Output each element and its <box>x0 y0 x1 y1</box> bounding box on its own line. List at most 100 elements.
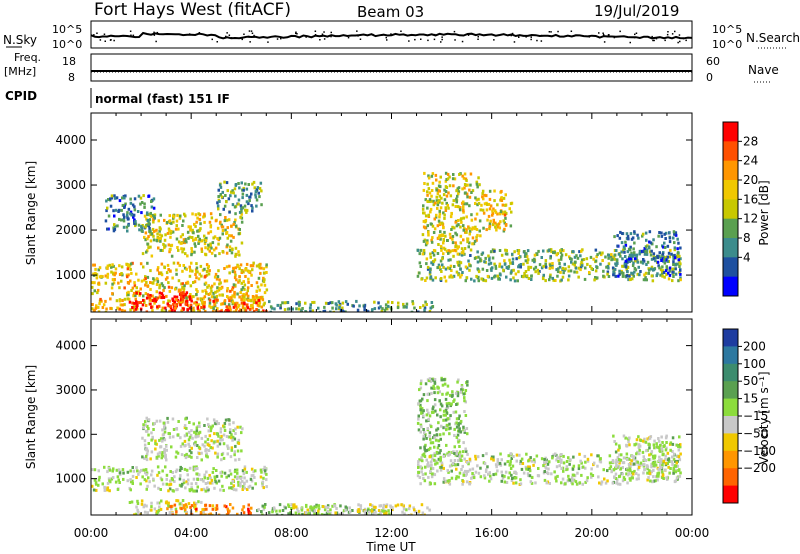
data-cell <box>460 247 464 251</box>
data-cell <box>615 481 618 485</box>
data-cell <box>322 310 326 312</box>
data-cell <box>253 298 257 302</box>
data-cell <box>183 266 187 270</box>
nsky-dot <box>372 33 374 36</box>
data-cell <box>449 426 452 430</box>
data-cell <box>474 454 477 458</box>
nsky-tick-high: 10^5 <box>52 23 82 36</box>
data-cell <box>214 440 218 444</box>
data-cell <box>135 505 138 509</box>
data-cell <box>175 237 179 241</box>
data-cell <box>243 295 246 299</box>
data-cell <box>554 452 557 456</box>
data-cell <box>183 284 186 288</box>
data-cell <box>568 255 571 259</box>
data-cell <box>679 452 682 456</box>
data-cell <box>571 467 575 471</box>
data-cell <box>443 188 446 192</box>
data-cell <box>223 425 226 429</box>
data-cell <box>125 213 129 217</box>
nsky-dot <box>330 35 332 38</box>
data-cell <box>632 455 635 459</box>
data-cell <box>437 421 440 425</box>
data-cell <box>443 216 446 220</box>
data-cell <box>502 212 505 216</box>
data-cell <box>609 465 613 469</box>
data-cell <box>526 249 530 253</box>
nsky-dot <box>243 33 245 35</box>
data-cell <box>514 481 518 485</box>
data-cell <box>125 273 129 277</box>
data-cell <box>246 289 249 293</box>
data-cell <box>651 461 655 465</box>
data-cell <box>619 254 622 258</box>
data-cell <box>98 266 102 270</box>
data-cell <box>464 279 467 283</box>
data-cell <box>429 446 432 450</box>
data-cell <box>429 252 432 256</box>
data-cell <box>191 236 194 239</box>
data-cell <box>425 303 428 306</box>
data-cell <box>425 436 428 440</box>
data-cell <box>610 253 613 257</box>
data-cell <box>422 414 425 418</box>
nsky-dot <box>359 38 362 40</box>
nsearch-label: N.Search <box>746 31 800 45</box>
data-cell <box>335 511 339 515</box>
nsky-dot <box>674 30 676 33</box>
data-cell <box>642 278 646 282</box>
data-cell <box>176 433 180 437</box>
data-cell <box>608 461 612 465</box>
data-cell <box>530 475 534 479</box>
data-cell <box>241 192 245 196</box>
data-cell <box>245 268 248 272</box>
data-cell <box>600 253 603 257</box>
data-cell <box>629 257 633 261</box>
data-cell <box>620 241 624 245</box>
data-cell <box>152 197 156 201</box>
data-cell <box>165 271 169 275</box>
data-cell <box>671 436 675 440</box>
nsky-dot <box>598 32 600 34</box>
data-cell <box>638 273 641 277</box>
data-cell <box>430 238 433 242</box>
data-cell <box>238 253 241 257</box>
data-cell <box>537 271 540 275</box>
data-cell <box>384 303 388 307</box>
data-cell <box>418 252 421 256</box>
data-cell <box>227 303 231 307</box>
data-cell <box>626 468 630 472</box>
data-cell <box>245 470 248 474</box>
data-cell <box>429 482 432 486</box>
data-cell <box>177 279 181 283</box>
data-cell <box>643 458 646 461</box>
data-cell <box>241 508 244 512</box>
data-cell <box>264 503 267 506</box>
data-cell <box>213 296 217 300</box>
data-cell <box>462 176 466 180</box>
data-cell <box>577 467 581 471</box>
data-cell <box>436 224 440 228</box>
data-cell <box>304 511 308 515</box>
data-cell <box>419 482 422 486</box>
data-cell <box>163 447 166 451</box>
data-cell <box>123 215 126 219</box>
data-cell <box>240 449 243 453</box>
data-cell <box>446 172 450 176</box>
data-cell <box>176 451 180 455</box>
data-cell <box>446 384 450 388</box>
nsearch-tick-high: 10^5 <box>712 23 742 36</box>
data-cell <box>206 266 210 270</box>
data-cell <box>648 458 652 462</box>
data-cell <box>242 293 245 296</box>
data-cell <box>651 279 655 283</box>
data-cell <box>275 509 278 513</box>
data-cell <box>430 391 433 395</box>
data-cell <box>175 427 179 431</box>
data-cell <box>459 241 463 245</box>
data-cell <box>432 378 435 382</box>
data-cell <box>674 470 678 474</box>
data-cell <box>481 189 485 193</box>
data-cell <box>644 271 648 275</box>
nsky-dot <box>323 38 326 40</box>
